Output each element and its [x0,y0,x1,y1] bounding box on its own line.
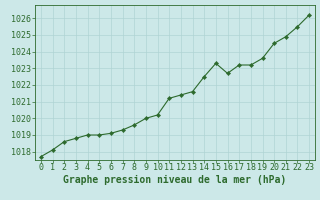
X-axis label: Graphe pression niveau de la mer (hPa): Graphe pression niveau de la mer (hPa) [63,175,287,185]
